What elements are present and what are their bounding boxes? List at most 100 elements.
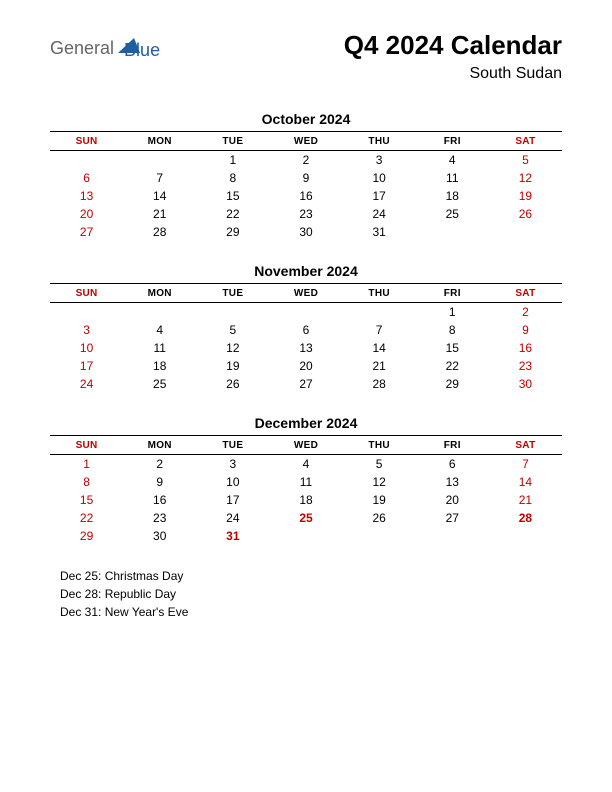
calendar-row: 3456789 — [50, 321, 562, 339]
page-subtitle: South Sudan — [344, 65, 562, 83]
calendar-cell: 20 — [269, 357, 342, 375]
calendar-cell — [269, 527, 342, 545]
calendar-cell: 9 — [123, 473, 196, 491]
calendar-cell: 9 — [489, 321, 562, 339]
calendar-cell: 10 — [196, 473, 269, 491]
calendar-cell: 29 — [416, 375, 489, 393]
day-header: SAT — [489, 436, 562, 455]
calendar-cell: 28 — [123, 223, 196, 241]
calendar-row: 24252627282930 — [50, 375, 562, 393]
calendar-cell: 20 — [416, 491, 489, 509]
calendar-cell: 18 — [269, 491, 342, 509]
day-header: SUN — [50, 284, 123, 303]
calendar-row: 2728293031 — [50, 223, 562, 241]
day-header: FRI — [416, 284, 489, 303]
holiday-list: Dec 25: Christmas DayDec 28: Republic Da… — [50, 567, 562, 621]
day-header: THU — [343, 132, 416, 151]
calendar-cell: 3 — [343, 151, 416, 170]
calendar-cell: 12 — [489, 169, 562, 187]
calendar-cell — [343, 303, 416, 322]
logo: General Blue — [50, 30, 160, 61]
calendar-cell: 19 — [343, 491, 416, 509]
calendar-cell: 3 — [196, 455, 269, 474]
calendar-cell: 1 — [196, 151, 269, 170]
holiday-item: Dec 28: Republic Day — [60, 585, 562, 603]
calendar-cell — [416, 527, 489, 545]
calendar-table: SUNMONTUEWEDTHUFRISAT1234567891011121314… — [50, 131, 562, 241]
calendar-cell: 5 — [196, 321, 269, 339]
calendar-row: 6789101112 — [50, 169, 562, 187]
day-header: MON — [123, 284, 196, 303]
calendar-cell: 13 — [50, 187, 123, 205]
day-header: WED — [269, 436, 342, 455]
month-block: November 2024SUNMONTUEWEDTHUFRISAT123456… — [50, 263, 562, 393]
calendar-cell: 15 — [196, 187, 269, 205]
calendar-cell: 16 — [269, 187, 342, 205]
calendar-cell: 14 — [489, 473, 562, 491]
calendar-cell: 23 — [123, 509, 196, 527]
calendar-cell: 5 — [343, 455, 416, 474]
calendar-cell: 8 — [196, 169, 269, 187]
calendar-cell: 22 — [196, 205, 269, 223]
calendar-cell: 29 — [50, 527, 123, 545]
calendar-cell: 23 — [269, 205, 342, 223]
calendar-cell: 29 — [196, 223, 269, 241]
calendar-cell: 14 — [123, 187, 196, 205]
day-header: MON — [123, 436, 196, 455]
holiday-item: Dec 31: New Year's Eve — [60, 603, 562, 621]
calendar-cell: 24 — [50, 375, 123, 393]
calendar-cell: 28 — [343, 375, 416, 393]
calendar-table: SUNMONTUEWEDTHUFRISAT1234567891011121314… — [50, 435, 562, 545]
calendar-cell: 17 — [343, 187, 416, 205]
month-title: October 2024 — [50, 111, 562, 127]
calendar-table: SUNMONTUEWEDTHUFRISAT1234567891011121314… — [50, 283, 562, 393]
calendar-cell: 17 — [50, 357, 123, 375]
day-header: FRI — [416, 436, 489, 455]
day-header: SUN — [50, 436, 123, 455]
calendar-cell: 21 — [123, 205, 196, 223]
calendar-cell: 11 — [123, 339, 196, 357]
calendar-cell: 27 — [50, 223, 123, 241]
calendar-cell: 12 — [343, 473, 416, 491]
day-header: TUE — [196, 284, 269, 303]
calendar-row: 12345 — [50, 151, 562, 170]
calendar-cell — [50, 303, 123, 322]
calendar-cell: 1 — [416, 303, 489, 322]
calendar-cell — [489, 223, 562, 241]
calendar-row: 13141516171819 — [50, 187, 562, 205]
holiday-item: Dec 25: Christmas Day — [60, 567, 562, 585]
calendar-cell: 26 — [489, 205, 562, 223]
calendar-cell: 24 — [343, 205, 416, 223]
calendar-cell: 16 — [489, 339, 562, 357]
calendar-cell: 19 — [196, 357, 269, 375]
calendar-cell: 27 — [416, 509, 489, 527]
calendar-cell: 28 — [489, 509, 562, 527]
calendar-cell: 24 — [196, 509, 269, 527]
calendar-cell: 25 — [269, 509, 342, 527]
calendar-cell: 23 — [489, 357, 562, 375]
calendar-cell: 8 — [50, 473, 123, 491]
calendar-cell: 19 — [489, 187, 562, 205]
day-header: THU — [343, 436, 416, 455]
calendar-cell: 4 — [269, 455, 342, 474]
calendar-cell — [343, 527, 416, 545]
calendar-cell: 7 — [123, 169, 196, 187]
calendar-cell: 14 — [343, 339, 416, 357]
calendar-cell: 7 — [343, 321, 416, 339]
calendar-cell: 30 — [489, 375, 562, 393]
day-header: MON — [123, 132, 196, 151]
calendar-cell: 9 — [269, 169, 342, 187]
calendar-cell: 10 — [343, 169, 416, 187]
calendar-cell: 6 — [269, 321, 342, 339]
calendar-cell — [269, 303, 342, 322]
calendar-cell: 27 — [269, 375, 342, 393]
calendar-cell: 15 — [50, 491, 123, 509]
calendar-cell: 30 — [123, 527, 196, 545]
calendar-cell: 5 — [489, 151, 562, 170]
calendar-cell: 20 — [50, 205, 123, 223]
calendar-cell: 16 — [123, 491, 196, 509]
calendar-cell — [416, 223, 489, 241]
calendar-cell: 21 — [343, 357, 416, 375]
calendar-cell: 2 — [489, 303, 562, 322]
calendar-cell: 18 — [123, 357, 196, 375]
